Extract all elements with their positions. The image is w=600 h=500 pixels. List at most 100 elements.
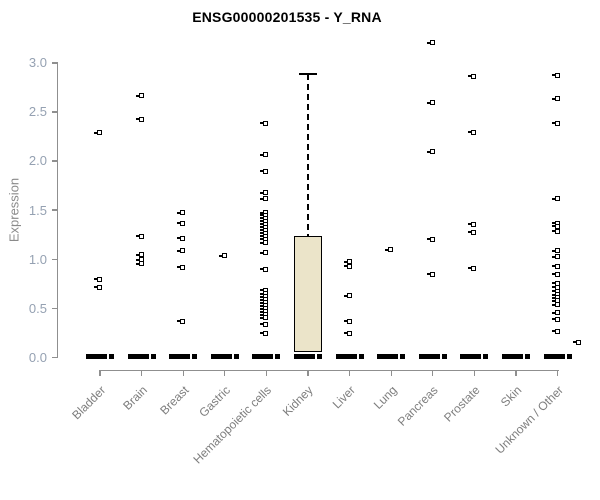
x-tick bbox=[141, 369, 143, 376]
data-point[interactable] bbox=[343, 259, 352, 265]
median-bar-unknown-other[interactable] bbox=[543, 353, 572, 359]
data-point[interactable] bbox=[260, 190, 269, 196]
y-tick-label: 0.5 bbox=[28, 300, 47, 316]
data-point[interactable] bbox=[343, 318, 352, 324]
data-point[interactable] bbox=[177, 264, 186, 270]
median-bar-kidney[interactable] bbox=[294, 353, 322, 359]
median-bar-liver[interactable] bbox=[335, 353, 364, 359]
data-point[interactable] bbox=[260, 240, 269, 246]
x-axis-label-skin: Skin bbox=[497, 382, 524, 409]
data-point[interactable] bbox=[551, 271, 560, 277]
data-point[interactable] bbox=[94, 284, 102, 290]
data-point[interactable] bbox=[551, 328, 560, 334]
data-point[interactable] bbox=[177, 235, 186, 241]
data-point[interactable] bbox=[426, 271, 435, 277]
x-tick bbox=[307, 369, 309, 376]
x-axis-label-brain: Brain bbox=[119, 382, 150, 413]
data-point[interactable] bbox=[468, 73, 477, 79]
x-tick bbox=[557, 369, 559, 376]
data-point[interactable] bbox=[260, 196, 269, 202]
data-point[interactable] bbox=[260, 315, 269, 321]
data-point[interactable] bbox=[177, 248, 186, 254]
data-point[interactable] bbox=[426, 40, 435, 46]
data-point[interactable] bbox=[94, 276, 102, 282]
data-point[interactable] bbox=[551, 263, 560, 269]
data-point[interactable] bbox=[135, 116, 144, 122]
data-point[interactable] bbox=[551, 223, 560, 229]
data-point[interactable] bbox=[177, 210, 186, 215]
median-bar-gastric[interactable] bbox=[210, 353, 239, 359]
x-tick bbox=[349, 369, 351, 376]
data-point[interactable] bbox=[94, 130, 102, 136]
data-point[interactable] bbox=[260, 330, 269, 336]
x-axis-label-kidney: Kidney bbox=[280, 382, 316, 419]
y-tick-label: 1.5 bbox=[28, 202, 47, 218]
data-point[interactable] bbox=[135, 261, 144, 267]
data-point[interactable] bbox=[551, 196, 560, 202]
y-tick bbox=[51, 111, 58, 113]
box-kidney[interactable] bbox=[294, 235, 322, 353]
data-point[interactable] bbox=[260, 152, 269, 158]
data-point[interactable] bbox=[551, 254, 560, 260]
data-point[interactable] bbox=[135, 252, 144, 258]
data-point[interactable] bbox=[218, 253, 227, 259]
data-point[interactable] bbox=[468, 221, 477, 227]
y-tick-label: 2.0 bbox=[28, 153, 47, 169]
data-point[interactable] bbox=[551, 72, 560, 78]
box-whisker-cap-kidney[interactable] bbox=[299, 72, 317, 75]
median-bar-pancreas[interactable] bbox=[418, 353, 447, 359]
data-point[interactable] bbox=[551, 310, 560, 316]
median-bar-breast[interactable] bbox=[169, 353, 198, 359]
y-axis-line bbox=[57, 62, 59, 358]
median-bar-bladder[interactable] bbox=[86, 353, 114, 359]
data-point[interactable] bbox=[426, 149, 435, 155]
data-point[interactable] bbox=[551, 120, 560, 126]
box-whisker-kidney[interactable] bbox=[307, 73, 309, 236]
y-tick-label: 1.0 bbox=[28, 251, 47, 267]
median-bar-lung[interactable] bbox=[377, 353, 406, 359]
x-axis-label-pancreas: Pancreas bbox=[395, 382, 441, 429]
data-point[interactable] bbox=[551, 96, 560, 102]
data-point[interactable] bbox=[385, 247, 394, 253]
data-point[interactable] bbox=[343, 293, 352, 299]
data-point[interactable] bbox=[551, 248, 560, 254]
data-point[interactable] bbox=[135, 233, 144, 239]
data-point[interactable] bbox=[426, 100, 435, 106]
data-point[interactable] bbox=[468, 129, 477, 135]
y-tick bbox=[51, 356, 58, 358]
data-point[interactable] bbox=[551, 302, 560, 308]
data-point[interactable] bbox=[260, 168, 269, 174]
x-tick bbox=[473, 369, 476, 376]
x-tick bbox=[432, 369, 434, 376]
data-point[interactable] bbox=[426, 236, 435, 242]
x-axis-label-bladder: Bladder bbox=[68, 382, 108, 422]
x-axis-label-hematopoietic-cells: Hematopoietic cells bbox=[190, 382, 275, 467]
x-axis-label-liver: Liver bbox=[329, 382, 358, 411]
median-bar-brain[interactable] bbox=[127, 353, 156, 359]
data-point[interactable] bbox=[135, 93, 144, 99]
x-axis-label-lung: Lung bbox=[370, 382, 400, 412]
data-point[interactable] bbox=[260, 250, 269, 256]
y-tick-label: 3.0 bbox=[28, 55, 47, 71]
x-tick bbox=[265, 369, 268, 376]
data-point[interactable] bbox=[551, 228, 560, 234]
data-point[interactable] bbox=[260, 321, 269, 327]
data-point[interactable] bbox=[468, 229, 477, 235]
median-bar-skin[interactable] bbox=[502, 353, 530, 359]
data-point[interactable] bbox=[572, 339, 581, 345]
data-point[interactable] bbox=[343, 263, 352, 269]
data-point[interactable] bbox=[468, 265, 477, 271]
x-axis-line bbox=[99, 369, 559, 371]
data-point[interactable] bbox=[177, 318, 186, 324]
data-point[interactable] bbox=[260, 266, 269, 272]
median-bar-prostate[interactable] bbox=[460, 353, 489, 359]
x-axis-label-gastric: Gastric bbox=[195, 382, 233, 420]
data-point[interactable] bbox=[177, 220, 186, 226]
x-tick bbox=[515, 369, 517, 376]
median-bar-hematopoietic-cells[interactable] bbox=[252, 353, 281, 359]
data-point[interactable] bbox=[260, 120, 269, 126]
x-axis-label-prostate: Prostate bbox=[440, 382, 483, 425]
y-tick-label: 2.5 bbox=[28, 104, 47, 120]
data-point[interactable] bbox=[343, 330, 352, 336]
data-point[interactable] bbox=[551, 316, 560, 322]
